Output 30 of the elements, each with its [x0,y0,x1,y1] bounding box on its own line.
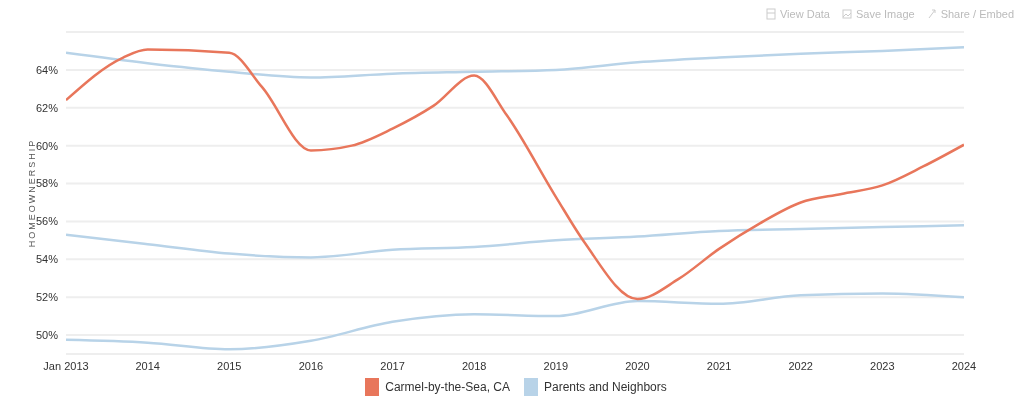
y-tick-label: 62% [35,101,59,114]
y-tick-label: 52% [35,291,59,304]
x-tick-label: 2022 [788,359,813,372]
x-tick-label: 2021 [706,359,732,372]
line-series [66,223,964,259]
x-tick-label: 2016 [298,359,324,372]
x-tick-label: 2018 [461,359,487,372]
text: Share / Embed [939,8,1014,20]
text: Save Image [854,8,915,20]
x-tick-label: 2023 [870,359,895,372]
legend-label: Carmel-by-the-Sea, CA [384,379,510,396]
line-series [66,292,964,351]
y-tick-label: 56% [35,215,59,228]
x-tick-label: 2014 [135,359,160,372]
x-tick-label: 2017 [380,359,405,372]
x-tick-label: 2024 [951,359,977,372]
text: View Data [779,8,830,20]
x-tick-label: 2019 [543,359,569,372]
y-tick-label: 60% [35,139,59,152]
y-tick-label: 64% [35,63,59,76]
legend-label: Parents and Neighbors [543,379,667,396]
x-tick-label: Jan 2013 [43,359,89,372]
x-tick-label: 2020 [625,359,650,372]
y-tick-label: 58% [35,177,59,190]
y-axis-title: HOMEOWNERSHIP [27,138,38,248]
line-series [66,48,964,301]
line-series [66,45,964,79]
x-tick-label: 2015 [217,359,242,372]
y-tick-label: 50% [35,328,59,341]
y-tick-label: 54% [35,253,59,266]
